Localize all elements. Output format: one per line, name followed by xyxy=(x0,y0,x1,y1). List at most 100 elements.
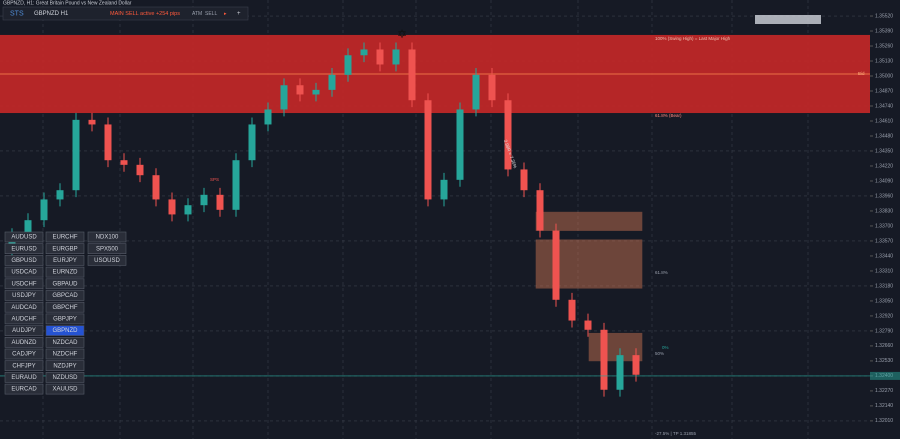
button-label[interactable]: AUDCAD xyxy=(11,305,37,311)
button-bg[interactable] xyxy=(45,383,85,395)
symbol-button[interactable]: EURGBP xyxy=(45,243,85,254)
button-label[interactable]: EURNZD xyxy=(53,270,79,276)
button-bg[interactable] xyxy=(4,243,44,254)
symbol-button[interactable]: USDCAD xyxy=(4,266,44,278)
symbol-button[interactable]: CHFJPY xyxy=(4,360,44,372)
symbol-button[interactable]: NDX100 xyxy=(87,231,127,243)
button-bg[interactable] xyxy=(45,290,85,301)
button-bg[interactable] xyxy=(4,348,44,360)
button-label[interactable]: GBPUSD xyxy=(11,258,37,264)
button-bg[interactable] xyxy=(45,336,85,348)
button-bg[interactable] xyxy=(4,325,44,336)
add-button[interactable]: + xyxy=(237,11,241,17)
button-bg[interactable] xyxy=(45,266,85,278)
toggle[interactable]: ▸ xyxy=(224,11,227,17)
button-label[interactable]: EURCAD xyxy=(11,387,37,393)
button-bg[interactable] xyxy=(45,301,85,313)
mode[interactable]: ATM xyxy=(192,11,202,17)
symbol-button[interactable]: EURJPY xyxy=(45,255,85,266)
button-label[interactable]: AUDCHF xyxy=(12,316,37,322)
button-bg[interactable] xyxy=(4,278,44,290)
symbol-button[interactable]: AUDUSD xyxy=(4,231,44,243)
button-bg[interactable] xyxy=(4,290,44,301)
button-bg[interactable] xyxy=(4,383,44,395)
button-label[interactable]: AUDUSD xyxy=(11,235,37,241)
symbol-button[interactable]: AUDCHF xyxy=(4,313,44,325)
symbol-button[interactable]: USDCHF xyxy=(4,278,44,290)
button-bg[interactable] xyxy=(45,278,85,290)
button-bg[interactable] xyxy=(45,372,85,383)
current-price-marker xyxy=(870,371,900,380)
button-label[interactable]: EURGBP xyxy=(52,246,77,252)
button-bg[interactable] xyxy=(4,313,44,325)
button-bg[interactable] xyxy=(4,360,44,372)
button-bg[interactable] xyxy=(87,243,127,254)
button-bg[interactable] xyxy=(87,231,127,243)
button-label[interactable]: USOUSD xyxy=(94,258,120,264)
button-label[interactable]: NZDJPY xyxy=(53,363,76,369)
symbol-button[interactable]: EURCHF xyxy=(45,231,85,243)
button-label[interactable]: CADJPY xyxy=(12,352,36,358)
button-label[interactable]: AUDNZD xyxy=(12,340,38,346)
symbol-button[interactable]: CADJPY xyxy=(4,348,44,360)
button-label[interactable]: NZDCHF xyxy=(53,352,78,358)
button-bg[interactable] xyxy=(4,301,44,313)
button-bg[interactable] xyxy=(45,255,85,266)
button-label[interactable]: CHFJPY xyxy=(12,363,35,369)
symbol-button[interactable]: EURCAD xyxy=(4,383,44,395)
button-bg[interactable] xyxy=(45,231,85,243)
symbol-button[interactable]: NZDCHF xyxy=(45,348,85,360)
symbol-button[interactable]: USOUSD xyxy=(87,255,127,266)
button-bg[interactable] xyxy=(45,360,85,372)
symbol-button[interactable]: NZDCAD xyxy=(45,336,85,348)
button-label[interactable]: NZDUSD xyxy=(53,375,79,381)
symbol-button[interactable]: GBPCAD xyxy=(45,290,85,301)
symbol-button[interactable]: GBPUSD xyxy=(4,255,44,266)
symbol-button[interactable]: AUDJPY xyxy=(4,325,44,336)
button-bg[interactable] xyxy=(45,348,85,360)
button-bg[interactable] xyxy=(4,231,44,243)
button-label[interactable]: XAUUSD xyxy=(52,387,78,393)
button-label[interactable]: GBPNZD xyxy=(52,328,78,334)
button-label[interactable]: USDCAD xyxy=(11,270,37,276)
button-label[interactable]: EURUSD xyxy=(11,246,37,252)
symbol-button[interactable]: NZDJPY xyxy=(45,360,85,372)
symbol-button[interactable]: AUDCAD xyxy=(4,301,44,313)
symbol-button[interactable]: AUDNZD xyxy=(4,336,44,348)
button-bg[interactable] xyxy=(4,266,44,278)
button-bg[interactable] xyxy=(45,313,85,325)
button-label[interactable]: AUDJPY xyxy=(12,328,36,334)
button-label[interactable]: USDJPY xyxy=(12,293,36,299)
button-label[interactable]: GBPAUD xyxy=(53,281,79,287)
symbol-button[interactable]: GBPCHF xyxy=(45,301,85,313)
button-bg[interactable] xyxy=(4,255,44,266)
button-label[interactable]: NZDCAD xyxy=(53,340,79,346)
button-label[interactable]: SPX500 xyxy=(96,246,119,252)
symbol-button[interactable]: EURAUD xyxy=(4,372,44,383)
button-label[interactable]: EURAUD xyxy=(11,375,37,381)
button-bg[interactable] xyxy=(4,336,44,348)
action[interactable]: SELL xyxy=(205,11,217,17)
button-bg[interactable] xyxy=(45,325,85,336)
symbol-button[interactable]: EURUSD xyxy=(4,243,44,254)
button-label[interactable]: GBPJPY xyxy=(53,316,77,322)
symbol-button[interactable]: NZDUSD xyxy=(45,372,85,383)
symbol-button[interactable]: SPX500 xyxy=(87,243,127,254)
status[interactable]: MAIN SELL active +254 pips xyxy=(110,11,180,17)
candle-body xyxy=(424,100,432,200)
button-label[interactable]: EURCHF xyxy=(53,235,78,241)
symbol-button[interactable]: GBPNZD xyxy=(45,325,85,336)
button-label[interactable]: GBPCHF xyxy=(52,305,77,311)
symbol-button[interactable]: GBPAUD xyxy=(45,278,85,290)
symbol-button[interactable]: USDJPY xyxy=(4,290,44,301)
symbol-button[interactable]: XAUUSD xyxy=(45,383,85,395)
symbol-button[interactable]: GBPJPY xyxy=(45,313,85,325)
button-bg[interactable] xyxy=(4,372,44,383)
button-label[interactable]: GBPCAD xyxy=(52,293,78,299)
symbol-button[interactable]: EURNZD xyxy=(45,266,85,278)
button-label[interactable]: NDX100 xyxy=(96,235,119,241)
button-bg[interactable] xyxy=(87,255,127,266)
button-label[interactable]: EURJPY xyxy=(53,258,77,264)
button-label[interactable]: USDCHF xyxy=(12,281,37,287)
button-bg[interactable] xyxy=(45,243,85,254)
